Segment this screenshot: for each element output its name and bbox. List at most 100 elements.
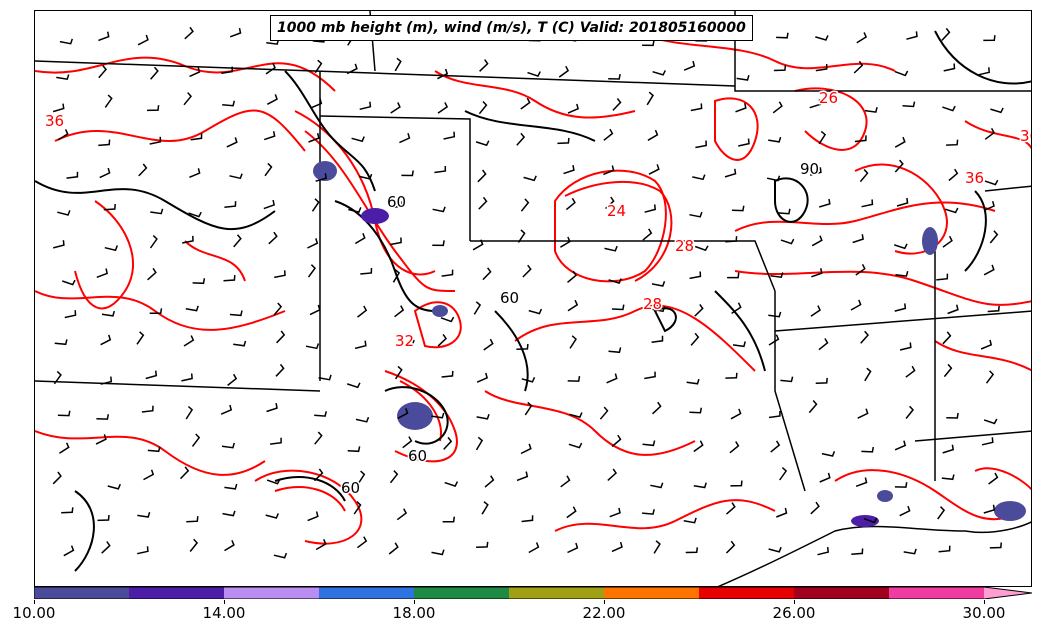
wind-barb — [479, 59, 489, 72]
wind-barb — [224, 201, 237, 208]
colorbar-tick — [224, 600, 225, 604]
wind-barb — [694, 245, 709, 252]
wind-barb — [608, 347, 622, 354]
wind-barb — [685, 547, 699, 554]
wind-barb — [941, 474, 955, 481]
shaded-patch — [432, 305, 448, 317]
wind-barb — [390, 102, 401, 114]
wind-barb — [689, 407, 703, 414]
wind-barb — [263, 131, 276, 141]
wind-barb — [226, 137, 238, 148]
height-contour — [284, 70, 376, 192]
wind-barb — [58, 442, 70, 454]
temperature-label: 26 — [819, 89, 838, 107]
colorbar-tick — [794, 600, 795, 604]
wind-barb — [987, 305, 1000, 313]
wind-barb — [856, 32, 868, 44]
temperature-contour — [964, 120, 1031, 150]
wind-barb — [642, 228, 653, 241]
wind-barb — [566, 506, 577, 519]
wind-barb — [520, 198, 530, 212]
wind-barb — [138, 163, 148, 177]
wind-barb — [815, 35, 829, 41]
colorbar-tick — [604, 600, 605, 604]
state-border — [35, 380, 321, 392]
colorbar-extend-arrow — [984, 587, 1032, 599]
wind-barb — [611, 434, 622, 448]
wind-barb — [478, 196, 488, 210]
wind-barb — [54, 339, 68, 346]
wind-barb — [730, 480, 743, 487]
wind-barb — [990, 107, 1004, 114]
wind-barb — [652, 306, 666, 313]
wind-barb — [229, 27, 242, 38]
wind-barb — [528, 542, 540, 554]
wind-barb — [943, 63, 956, 72]
colorbar-tick — [414, 600, 415, 604]
wind-barb — [780, 238, 795, 245]
wind-barb — [780, 376, 794, 383]
colorbar-tick-label: 18.00 — [392, 604, 436, 622]
wind-barb — [520, 97, 531, 110]
colorbar-segment — [34, 587, 129, 599]
wind-barb — [646, 91, 654, 106]
wind-barb — [779, 467, 788, 481]
wind-barb — [233, 340, 247, 347]
wind-barb — [768, 546, 782, 553]
wind-barb — [57, 210, 71, 216]
wind-barb — [604, 196, 615, 210]
wind-barb — [145, 370, 158, 380]
wind-barb — [52, 103, 65, 113]
colorbar-segment — [224, 587, 319, 599]
wind-barb — [399, 132, 411, 144]
wind-barb — [516, 471, 529, 482]
wind-barb — [521, 515, 534, 523]
wind-barb — [642, 40, 655, 47]
wind-barb — [401, 170, 414, 177]
wind-barb — [397, 408, 409, 419]
wind-barb — [819, 472, 831, 483]
wind-barb — [314, 59, 323, 74]
wind-barb — [818, 198, 831, 208]
wind-barb — [861, 199, 874, 208]
map-panel: 36 24 28 28 36 26 36 32 60 60 60 90 60 — [34, 10, 1032, 587]
wind-barb — [265, 513, 279, 519]
wind-barb — [103, 203, 116, 211]
wind-barb — [854, 135, 867, 143]
wind-barb — [359, 101, 372, 111]
wind-barb — [97, 514, 110, 522]
wind-barb — [567, 542, 579, 554]
height-contour — [934, 30, 1031, 85]
height-label: 60 — [500, 289, 519, 307]
wind-barb — [224, 483, 238, 490]
wind-barb — [946, 412, 959, 419]
wind-barb — [147, 446, 161, 453]
wind-barb — [390, 201, 403, 209]
state-borders — [35, 11, 1031, 492]
wind-barb — [223, 275, 236, 282]
wind-barb — [52, 471, 62, 485]
wind-barb — [149, 235, 158, 249]
wind-barb — [308, 133, 320, 143]
wind-barb — [726, 502, 736, 515]
wind-barb — [95, 434, 107, 445]
wind-barb — [432, 240, 445, 247]
wind-barb — [768, 334, 780, 346]
wind-barb — [315, 173, 327, 182]
wind-barb — [947, 304, 959, 315]
temperature-contour — [399, 380, 442, 442]
wind-barb — [101, 310, 116, 317]
wind-barb — [731, 205, 745, 212]
wind-barb — [66, 171, 79, 179]
colorbar-tick-label: 30.00 — [962, 604, 1006, 622]
wind-barb — [307, 511, 319, 522]
wind-barb — [266, 478, 281, 485]
wind-barb — [567, 270, 577, 283]
wind-barb — [902, 101, 916, 108]
height-contour — [384, 386, 449, 445]
wind-barb — [263, 199, 275, 210]
wind-barb — [692, 174, 706, 181]
wind-barb — [222, 510, 236, 517]
wind-barb — [693, 440, 704, 453]
wind-barb — [938, 545, 951, 553]
